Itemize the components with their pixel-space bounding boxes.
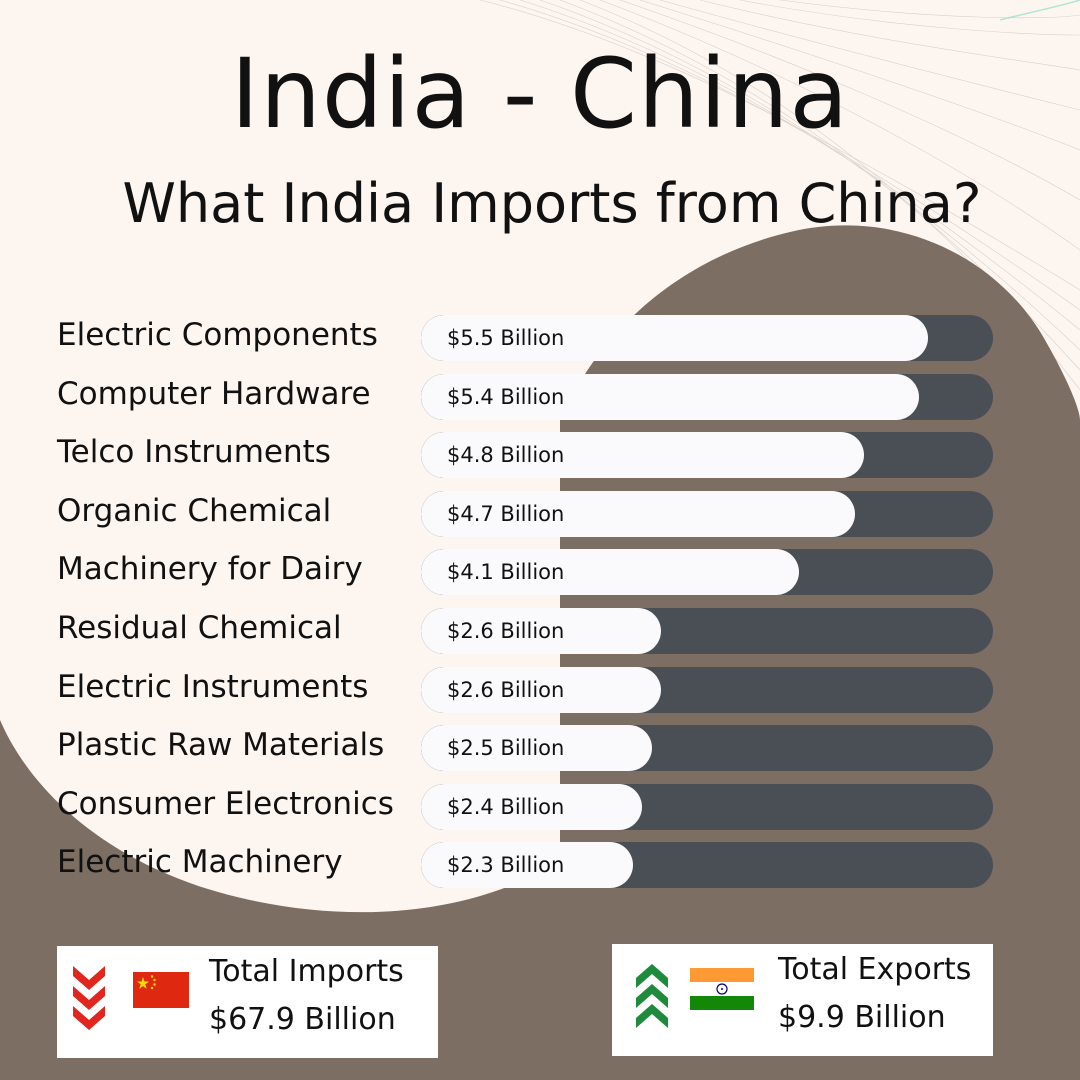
total-imports-value: $67.9 Billion	[209, 1002, 396, 1037]
bar-track: $2.6 Billion	[421, 666, 993, 713]
category-label: Electric Machinery	[57, 844, 343, 881]
bar-row: Consumer Electronics $2.4 Billion	[0, 783, 1080, 830]
category-label: Plastic Raw Materials	[57, 727, 385, 764]
bar-fill	[421, 373, 919, 420]
bar-track: $2.4 Billion	[421, 783, 993, 830]
value-label: $5.4 Billion	[447, 384, 565, 409]
bar-fill	[421, 666, 661, 713]
bar-row: Electric Machinery $2.3 Billion	[0, 842, 1080, 889]
category-label: Computer Hardware	[57, 375, 371, 412]
bar-fill	[421, 432, 864, 479]
bar-track: $2.6 Billion	[421, 608, 993, 654]
bar-track: $2.3 Billion	[421, 842, 993, 889]
category-label: Electric Components	[57, 317, 378, 353]
bar-row: Computer Hardware $5.4 Billion	[0, 373, 1080, 420]
total-imports-card: Total Imports $67.9 Billion	[57, 946, 438, 1058]
total-exports-label: Total Exports	[778, 952, 972, 987]
value-label: $4.7 Billion	[447, 501, 565, 526]
page-title: India - China	[230, 38, 850, 150]
bar-track: $4.7 Billion	[421, 490, 993, 537]
triple-chevron-down-icon	[73, 966, 105, 1030]
value-label: $4.1 Billion	[447, 560, 565, 585]
bar-row: Telco Instruments $4.8 Billion	[0, 432, 1080, 479]
bar-fill	[421, 490, 855, 537]
bar-track: $5.5 Billion	[421, 315, 993, 361]
bar-fill	[421, 549, 799, 596]
page-subtitle: What India Imports from China?	[122, 172, 982, 235]
category-label: Organic Chemical	[57, 492, 332, 529]
total-exports-value: $9.9 Billion	[778, 1000, 946, 1035]
bar-row: Residual Chemical $2.6 Billion	[0, 608, 1080, 654]
category-label: Electric Instruments	[57, 668, 369, 705]
bar-fill	[421, 608, 661, 654]
bar-track: $5.4 Billion	[421, 373, 993, 420]
category-label: Telco Instruments	[57, 434, 331, 471]
value-label: $2.6 Billion	[447, 677, 565, 702]
bar-row: Electric Instruments $2.6 Billion	[0, 666, 1080, 713]
bar-fill	[421, 842, 633, 889]
value-label: $2.6 Billion	[447, 619, 565, 643]
triple-chevron-up-icon	[636, 964, 668, 1028]
value-label: $2.5 Billion	[447, 736, 565, 761]
bar-fill	[421, 315, 928, 361]
bar-row: Electric Components $5.5 Billion	[0, 315, 1080, 361]
total-exports-card: Total Exports $9.9 Billion	[612, 944, 993, 1056]
category-label: Consumer Electronics	[57, 785, 394, 822]
category-label: Machinery for Dairy	[57, 551, 363, 588]
value-label: $4.8 Billion	[447, 443, 565, 468]
india-flag-icon	[690, 968, 754, 1010]
bar-fill	[421, 783, 642, 830]
value-label: $2.3 Billion	[447, 853, 565, 878]
total-imports-label: Total Imports	[209, 954, 404, 989]
bar-track: $4.1 Billion	[421, 549, 993, 596]
value-label: $5.5 Billion	[447, 326, 565, 350]
china-flag-icon	[133, 972, 189, 1008]
category-label: Residual Chemical	[57, 610, 342, 646]
value-label: $2.4 Billion	[447, 794, 565, 819]
bar-track: $2.5 Billion	[421, 725, 993, 772]
bar-fill	[421, 725, 652, 772]
bar-row: Machinery for Dairy $4.1 Billion	[0, 549, 1080, 596]
bar-row: Organic Chemical $4.7 Billion	[0, 490, 1080, 537]
bar-track: $4.8 Billion	[421, 432, 993, 479]
bar-row: Plastic Raw Materials $2.5 Billion	[0, 725, 1080, 772]
